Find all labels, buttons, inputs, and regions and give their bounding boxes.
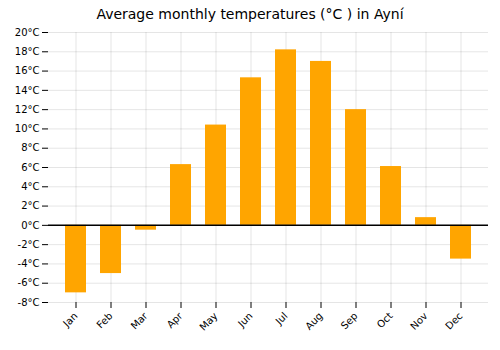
- svg-text:Jul: Jul: [273, 310, 290, 327]
- svg-text:12°C: 12°C: [15, 104, 40, 115]
- svg-text:Dec: Dec: [443, 310, 464, 331]
- svg-text:Apr: Apr: [165, 310, 186, 331]
- svg-text:14°C: 14°C: [15, 85, 40, 96]
- svg-text:6°C: 6°C: [21, 162, 39, 173]
- svg-text:18°C: 18°C: [15, 46, 40, 57]
- svg-text:Jun: Jun: [235, 310, 255, 330]
- svg-text:0°C: 0°C: [21, 220, 39, 231]
- svg-text:-8°C: -8°C: [18, 297, 40, 308]
- svg-text:8°C: 8°C: [21, 142, 39, 153]
- html-text:Average monthly temperatures (: Average monthly temperatures (°C ) in Ay…: [96, 6, 404, 22]
- svg-text:Aug: Aug: [303, 310, 325, 332]
- svg-text:10°C: 10°C: [15, 123, 40, 134]
- svg-text:-2°C: -2°C: [18, 239, 40, 250]
- svg-text:-4°C: -4°C: [18, 258, 40, 269]
- svg-text:Jan: Jan: [60, 310, 79, 329]
- svg-text:20°C: 20°C: [15, 27, 40, 38]
- svg-text:Mar: Mar: [129, 310, 151, 332]
- svg-text:-6°C: -6°C: [18, 277, 40, 288]
- svg-text:Sep: Sep: [339, 310, 360, 331]
- svg-text:Feb: Feb: [94, 310, 114, 330]
- svg-text:16°C: 16°C: [15, 65, 40, 76]
- svg-text:2°C: 2°C: [21, 200, 39, 211]
- svg-text:4°C: 4°C: [21, 181, 39, 192]
- svg-text:Oct: Oct: [375, 310, 395, 330]
- svg-text:Nov: Nov: [408, 310, 430, 332]
- svg-text:May: May: [197, 310, 219, 332]
